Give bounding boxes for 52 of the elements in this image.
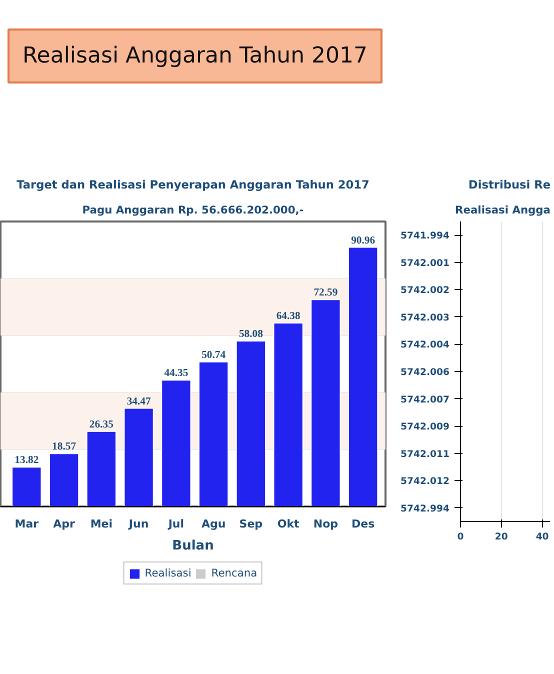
y-tick-label: 5742.007 [400, 394, 450, 406]
data-label: 26.35 [89, 419, 114, 430]
y-tick-label: 5742.011 [400, 448, 450, 460]
x-axis-title: Bulan [172, 538, 214, 554]
y-tick-label: 5742.001 [400, 258, 450, 269]
bar [198, 361, 229, 506]
data-label: 34.47 [126, 396, 152, 408]
data-label: 13.82 [14, 455, 39, 466]
bar [86, 430, 116, 506]
bar [48, 453, 80, 506]
data-label: 64.38 [276, 311, 300, 322]
bar [310, 299, 341, 506]
x-tick-label: 20 [494, 532, 508, 542]
bar [12, 466, 42, 506]
chart-subtitle: Pagu Anggaran Rp. 56.666.202.000,- [82, 204, 304, 216]
x-tick-label: 0 [457, 532, 464, 542]
y-tick-label: 5742.012 [400, 476, 450, 488]
x-tick-label: Agu [201, 518, 226, 530]
x-tick-label: Sep [239, 518, 263, 530]
x-tick-label: Jul [167, 518, 184, 530]
data-label: 50.74 [202, 350, 226, 361]
data-label: 44.35 [164, 368, 188, 380]
text: Realisasi Anggaran Tahun 2017 [22, 44, 368, 68]
x-tick-label: Apr [53, 518, 76, 530]
x-tick-label: 40 [536, 532, 550, 542]
data-label: 72.59 [314, 288, 338, 299]
bar [236, 340, 266, 506]
x-tick-label: Nop [313, 518, 338, 530]
x-tick-label: Mei [90, 518, 113, 530]
bar [348, 246, 378, 506]
x-tick-label: Jun [128, 518, 149, 530]
x-tick-label: Des [352, 518, 376, 530]
y-tick-label: 5741.994 [400, 230, 450, 242]
chart-title: Distribusi Re [468, 178, 551, 192]
y-tick-label: 5742.006 [400, 367, 450, 378]
bar [161, 380, 192, 506]
data-label: 58.08 [238, 328, 263, 340]
data-label: 90.96 [351, 235, 376, 246]
chart-subtitle: Realisasi Angga [455, 204, 551, 216]
y-tick-label: 5742.002 [400, 285, 450, 296]
y-tick-label: 5742.009 [400, 422, 450, 433]
x-tick-label: Okt [277, 518, 300, 530]
y-tick-label: 5742.003 [400, 312, 450, 324]
legend-label: Rencana [211, 566, 258, 580]
bar [273, 322, 304, 506]
y-tick-label: 5742.994 [400, 503, 450, 514]
x-tick-label: Mar [14, 518, 40, 530]
chart-title: Target dan Realisasi Penyerapan Anggaran Tahun 2017 [16, 178, 370, 192]
data-label: 18.57 [52, 442, 77, 453]
y-tick-label: 5742.004 [400, 340, 450, 351]
legend-label: Realisasi [144, 566, 192, 580]
bar [124, 408, 154, 506]
